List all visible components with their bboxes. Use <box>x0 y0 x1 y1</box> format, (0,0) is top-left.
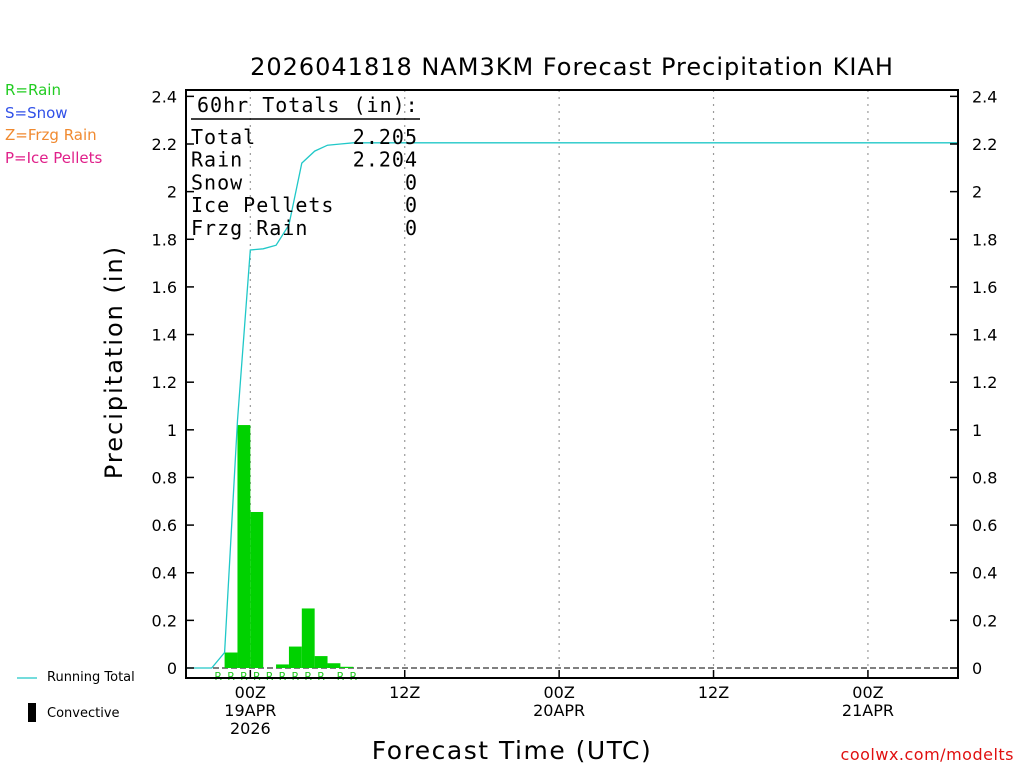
precip-type-marker: R <box>266 670 274 683</box>
y-tick-label-right: 2.4 <box>972 87 997 106</box>
plot-frame <box>185 89 959 679</box>
y-tick-label-right: 1.4 <box>972 326 997 345</box>
x-tick-label: 21APR <box>842 701 894 720</box>
x-tick-label: 19APR <box>224 701 276 720</box>
running-total-line <box>186 142 958 669</box>
y-tick-label-right: 0 <box>972 659 982 678</box>
y-axis-right: 0 0.2 0.4 0.6 0.8 1 1.2 1.4 1.6 1.8 2 2.2 2.4 <box>950 87 997 678</box>
y-tick-label-right: 2.2 <box>972 135 997 154</box>
y-tick-label-left: 2 <box>167 183 177 202</box>
x-tick-label: 20APR <box>533 701 585 720</box>
precip-bar <box>327 663 341 668</box>
y-tick-label-left: 2.4 <box>152 87 177 106</box>
x-tick-label: 00Z <box>235 683 266 702</box>
legend-item: P=Ice Pellets <box>5 148 103 167</box>
y-tick-label-left: 0.4 <box>152 564 177 583</box>
x-tick-label: 12Z <box>389 683 420 702</box>
precip-type-marker: R <box>304 670 312 683</box>
y-tick-label-right: 1 <box>972 421 982 440</box>
y-tick-label-left: 0.6 <box>152 516 177 535</box>
totals-header: 60hr Totals (in): <box>197 93 419 117</box>
precip-bar <box>340 666 354 668</box>
y-tick-label-right: 0.2 <box>972 611 997 630</box>
precip-type-marker: R <box>240 670 248 683</box>
precip-type-marker: R <box>292 670 300 683</box>
totals-box: 60hr Totals (in): Total 2.205 Rain 2.204 Snow… <box>191 93 420 240</box>
x-tick-label: 00Z <box>543 683 574 702</box>
y-tick-label-left: 1.8 <box>152 230 177 249</box>
x-tick-label: 00Z <box>852 683 883 702</box>
precip-type-marker: R <box>253 670 261 683</box>
grid-lines <box>186 90 958 678</box>
totals-row-label: Rain <box>191 148 243 172</box>
y-axis-left: 0 0.2 0.4 0.6 0.8 1 1.2 1.4 1.6 1.8 2 2.2 2.4 <box>152 87 194 678</box>
y-tick-label-left: 0 <box>167 659 177 678</box>
totals-row-value: 0 <box>405 193 418 217</box>
y-tick-label-right: 0.6 <box>972 516 997 535</box>
y-tick-label-left: 0.2 <box>152 611 177 630</box>
totals-row-value: 0 <box>405 216 418 240</box>
y-tick-label-right: 1.6 <box>972 278 997 297</box>
convective-key-label: Convective <box>47 706 120 721</box>
totals-row-label: Snow <box>191 170 243 194</box>
x-tick-label: 2026 <box>230 719 271 738</box>
precip-type-marker: R <box>349 670 357 683</box>
y-tick-label-left: 0.8 <box>152 468 177 487</box>
totals-row-label: Frzg Rain <box>191 216 308 240</box>
y-tick-label-left: 1.6 <box>152 278 177 297</box>
chart-title: 2026041818 NAM3KM Forecast Precipitation… <box>250 53 894 81</box>
legend-item: Z=Frzg Rain <box>5 126 97 144</box>
totals-row-value: 0 <box>405 170 418 194</box>
precip-type-marker: R <box>317 670 325 683</box>
totals-row-value: 2.205 <box>353 125 418 149</box>
y-tick-label-right: 0.8 <box>972 468 997 487</box>
legend-item: R=Rain <box>5 81 61 99</box>
y-axis-label: Precipitation (in) <box>100 245 128 479</box>
y-tick-label-right: 1.2 <box>972 373 997 392</box>
precip-type-marker: R <box>279 670 287 683</box>
y-tick-label-right: 1.8 <box>972 230 997 249</box>
y-tick-label-right: 2 <box>972 183 982 202</box>
legend-item: S=Snow <box>5 103 68 122</box>
precip-type-marker: R <box>337 670 345 683</box>
precip-bar <box>250 511 264 668</box>
y-tick-label-left: 1.2 <box>152 373 177 392</box>
running-total-key-label: Running Total <box>47 670 135 685</box>
y-tick-label-left: 2.2 <box>152 135 177 154</box>
precip-bar <box>276 664 289 668</box>
precip-bar <box>237 425 251 668</box>
precipitation-bars <box>224 425 354 668</box>
precip-bar <box>224 652 238 668</box>
precip-bar <box>288 646 302 668</box>
credit-text: coolwx.com/modelts <box>840 745 1014 764</box>
y-tick-label-right: 0.4 <box>972 564 997 583</box>
precip-bar <box>301 608 315 668</box>
x-tick-label: 12Z <box>698 683 729 702</box>
precip-bar <box>314 656 328 668</box>
precip-type-marker: R <box>227 670 235 683</box>
totals-row-value: 2.204 <box>353 148 418 172</box>
totals-row-label: Ice Pellets <box>191 193 334 217</box>
precip-type-marker: R <box>214 670 222 683</box>
convective-key-swatch <box>28 703 36 722</box>
totals-row-label: Total <box>191 125 256 149</box>
y-tick-label-left: 1 <box>167 421 177 440</box>
y-tick-label-left: 1.4 <box>152 326 177 345</box>
x-axis-label: Forecast Time (UTC) <box>372 736 652 765</box>
